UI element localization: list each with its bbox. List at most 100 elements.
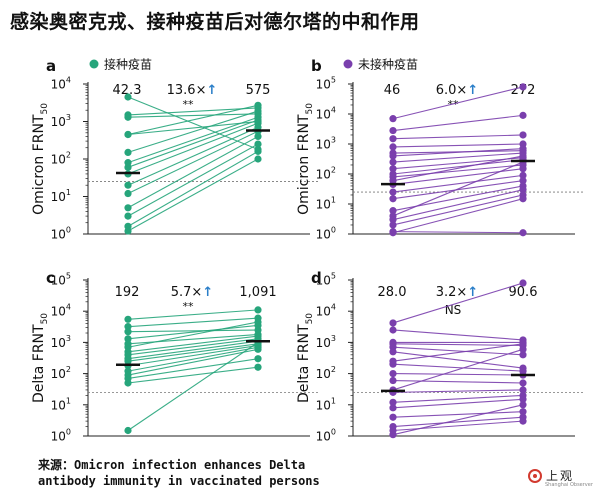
logo-icon <box>528 469 542 483</box>
pair-line <box>392 174 524 193</box>
pair-line <box>127 122 259 175</box>
data-point-before <box>389 207 397 215</box>
data-point-before <box>389 229 397 237</box>
y-axis-label: Delta FRNT50 <box>296 313 315 403</box>
y-tick-label: 102 <box>316 166 336 182</box>
data-point-before <box>124 426 132 435</box>
pair-line <box>392 161 524 217</box>
data-point-before <box>389 143 397 151</box>
data-point-before <box>389 376 397 385</box>
data-point-after <box>519 177 527 185</box>
fold-change-label: 6.0×↑ <box>436 83 478 98</box>
pair-line <box>127 338 259 356</box>
data-point-after <box>519 345 527 353</box>
fold-change-label: 5.7×↑ <box>171 285 213 300</box>
pair-line <box>127 343 259 362</box>
data-point-after <box>254 147 262 155</box>
y-tick-exponent: 3 <box>66 334 71 343</box>
y-tick-label: 100 <box>316 428 336 444</box>
data-point-before <box>389 348 397 356</box>
pair-line <box>392 363 524 372</box>
data-point-before <box>124 130 132 139</box>
y-tick-exponent: 0 <box>331 428 336 437</box>
data-point-after <box>519 195 527 203</box>
y-tick-exponent: 2 <box>66 151 71 160</box>
data-point-after <box>519 229 527 237</box>
data-point-before <box>124 212 132 220</box>
y-tick-label: 104 <box>51 303 71 319</box>
data-point-after <box>519 83 527 91</box>
y-tick-label: 101 <box>316 196 336 212</box>
y-tick-label: 100 <box>51 226 71 242</box>
y-tick-exponent: 3 <box>331 334 336 343</box>
data-point-before <box>389 413 397 421</box>
y-tick-label: 103 <box>316 136 336 152</box>
y-tick-label: 101 <box>316 396 336 412</box>
data-point-after <box>519 408 527 416</box>
data-point-before <box>124 315 132 323</box>
left-median-label: 46 <box>384 83 401 98</box>
y-tick-exponent: 2 <box>66 365 71 374</box>
data-point-after <box>254 107 262 115</box>
data-point-before <box>389 404 397 412</box>
data-point-after <box>254 318 262 326</box>
pair-line <box>127 158 259 232</box>
right-median-label: 1,091 <box>239 285 276 300</box>
data-point-after <box>254 345 262 353</box>
source-note: 来源：Omicron infection enhances Delta anti… <box>38 457 320 489</box>
pair-line <box>392 143 524 148</box>
pair-line <box>392 155 524 182</box>
data-point-after <box>519 379 527 387</box>
y-tick-exponent: 4 <box>331 303 336 312</box>
pair-line <box>127 113 259 118</box>
data-point-before <box>124 181 132 189</box>
pair-line <box>392 394 524 403</box>
data-point-before <box>124 204 132 212</box>
legend-unvaccinated-label: 未接种疫苗 <box>358 57 418 72</box>
y-tick-label: 104 <box>316 303 336 319</box>
pair-line <box>127 116 259 164</box>
data-point-before <box>389 135 397 143</box>
y-tick-label: 104 <box>51 76 71 92</box>
y-tick-exponent: 1 <box>331 396 336 405</box>
pair-line <box>127 150 259 227</box>
data-point-after <box>519 111 527 119</box>
data-point-after <box>519 386 527 394</box>
legend-unvaccinated-marker <box>343 59 353 69</box>
pair-line <box>127 143 259 217</box>
left-median-label: 192 <box>115 285 140 300</box>
pair-line <box>392 411 524 418</box>
pair-line <box>127 96 259 150</box>
y-tick-label: 101 <box>51 396 71 412</box>
pair-line <box>127 110 259 153</box>
data-point-after <box>254 101 262 109</box>
source-line-2: antibody immunity in vaccinated persons <box>38 474 320 488</box>
right-median-label: 90.6 <box>509 285 538 300</box>
y-tick-label: 104 <box>316 106 336 122</box>
data-point-before <box>124 113 132 121</box>
y-tick-label: 102 <box>316 365 336 381</box>
pair-line <box>392 420 524 432</box>
data-point-before <box>389 158 397 166</box>
y-axis-label: Delta FRNT50 <box>31 313 50 403</box>
y-tick-exponent: 1 <box>66 188 71 197</box>
pair-line <box>392 282 524 324</box>
data-point-after <box>519 152 527 160</box>
fold-change-label: 3.2×↑ <box>436 285 478 300</box>
y-tick-exponent: 4 <box>331 106 336 115</box>
data-point-after <box>254 140 262 148</box>
pair-line <box>127 329 259 333</box>
pair-line <box>127 309 259 320</box>
pair-line <box>127 317 259 328</box>
y-tick-exponent: 4 <box>66 76 71 85</box>
y-axis-label-subscript: 50 <box>40 103 50 115</box>
data-point-after <box>519 279 527 287</box>
pair-line <box>127 348 259 376</box>
data-point-before <box>124 328 132 336</box>
page-title: 感染奥密克戎、接种疫苗后对德尔塔的中和作用 <box>10 11 420 33</box>
logo-name: 上观 <box>546 469 575 483</box>
pair-line <box>392 416 524 428</box>
fold-change-label: 13.6×↑ <box>167 83 218 98</box>
pair-line <box>392 398 524 409</box>
